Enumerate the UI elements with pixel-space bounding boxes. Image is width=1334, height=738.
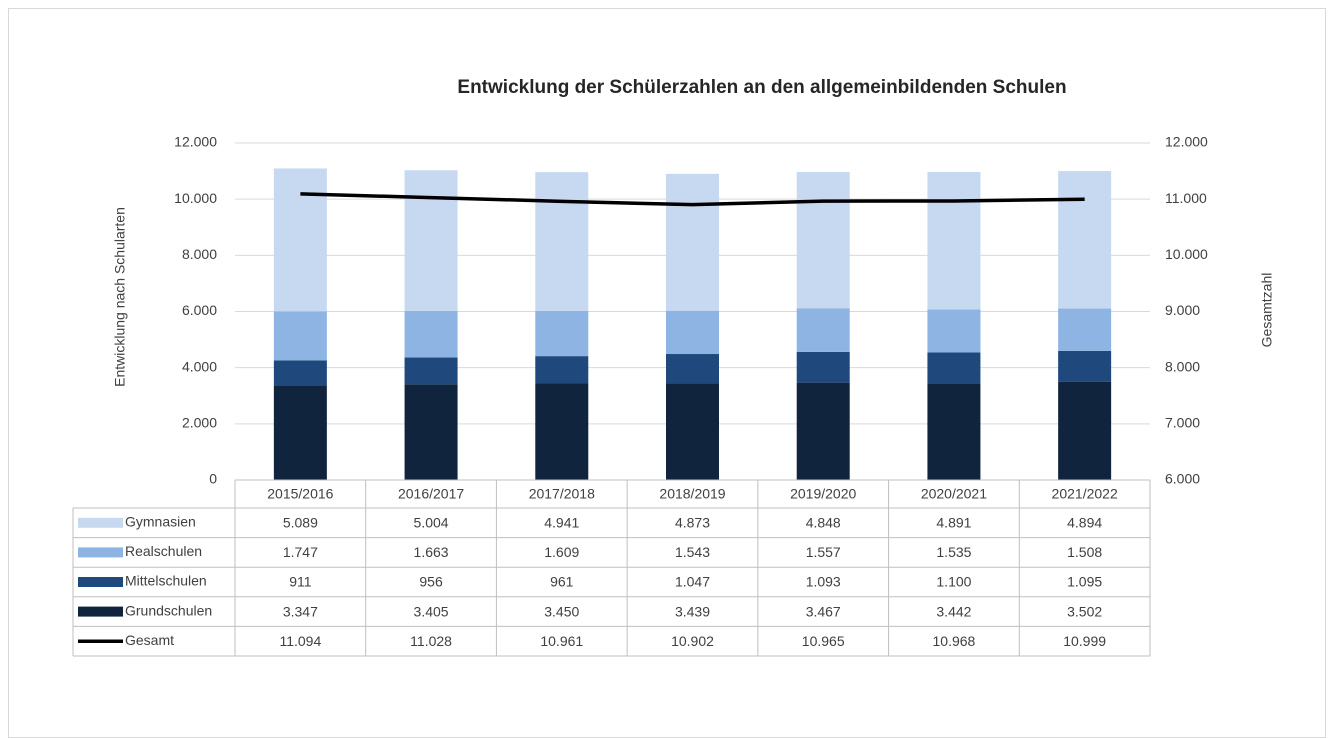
table-cell: 10.961	[540, 633, 583, 649]
legend-key	[78, 577, 123, 587]
table-cell: 10.902	[671, 633, 714, 649]
table-cell: 3.405	[414, 603, 449, 619]
bar-segment	[535, 310, 589, 357]
legend-label: Realschulen	[125, 543, 202, 559]
table-cell: 5.089	[283, 515, 318, 531]
table-cell: 4.894	[1067, 515, 1102, 531]
x-tick-label: 2021/2022	[1052, 486, 1118, 502]
y-tick-label: 12.000	[174, 134, 217, 150]
bar-segment	[927, 171, 981, 310]
table-cell: 1.543	[675, 544, 710, 560]
table-cell: 1.093	[806, 574, 841, 590]
x-tick-label: 2015/2016	[267, 486, 333, 502]
bar-segment	[927, 383, 981, 480]
y-tick-label: 4.000	[182, 358, 217, 374]
table-cell: 1.663	[414, 544, 449, 560]
y2-tick-label: 10.000	[1165, 246, 1208, 262]
bar-segment	[535, 356, 589, 384]
table-cell: 4.941	[544, 515, 579, 531]
bar-segment	[404, 170, 458, 311]
table-cell: 3.502	[1067, 603, 1102, 619]
bar-segment	[404, 357, 458, 385]
table-cell: 3.450	[544, 603, 579, 619]
bar-segment	[1058, 350, 1112, 382]
table-cell: 11.094	[279, 633, 321, 649]
y2-axis-label: Gesamtzahl	[1259, 273, 1275, 348]
legend-label: Gesamt	[125, 632, 174, 648]
x-tick-label: 2018/2019	[659, 486, 725, 502]
bar-segment	[666, 354, 719, 384]
table-cell: 10.999	[1063, 633, 1106, 649]
bar-segment	[927, 352, 981, 384]
table-cell: 1.047	[675, 574, 710, 590]
y2-tick-label: 8.000	[1165, 358, 1200, 374]
table-cell: 4.891	[936, 515, 971, 531]
table-cell: 1.100	[936, 574, 971, 590]
table-cell: 4.848	[806, 515, 841, 531]
bar-segment	[273, 311, 327, 361]
legend-key	[78, 547, 123, 558]
legend-label: Mittelschulen	[125, 573, 207, 589]
bar-segment	[273, 386, 327, 480]
table-cell: 3.439	[675, 603, 710, 619]
table-cell: 1.557	[806, 544, 841, 560]
legend-label: Gymnasien	[125, 514, 196, 530]
table-cell: 3.442	[936, 603, 971, 619]
table-cell: 4.873	[675, 515, 710, 531]
bar-segment	[796, 351, 850, 383]
bar-segment	[666, 310, 719, 355]
bar-segment	[404, 310, 458, 358]
table-cell: 1.095	[1067, 574, 1102, 590]
bar-segment	[796, 308, 850, 352]
bar-segment	[1058, 171, 1112, 309]
y-tick-label: 2.000	[182, 415, 217, 431]
bar-segment	[535, 383, 589, 480]
chart-title: Entwicklung der Schülerzahlen an den all…	[457, 77, 1066, 98]
y2-tick-label: 7.000	[1165, 415, 1200, 431]
y-axis-label: Entwicklung nach Schularten	[112, 207, 128, 387]
table-cell: 3.467	[806, 603, 841, 619]
table-cell: 11.028	[410, 633, 452, 649]
table-cell: 956	[419, 574, 443, 590]
table-cell: 10.965	[802, 633, 845, 649]
table-cell: 1.535	[936, 544, 971, 560]
y-tick-label: 8.000	[182, 246, 217, 262]
bar-segment	[535, 172, 589, 311]
y2-tick-label: 11.000	[1165, 190, 1207, 206]
bar-segment	[1058, 381, 1112, 480]
bar-segment	[273, 168, 327, 312]
table-cell: 961	[550, 574, 574, 590]
bar-segment	[273, 360, 327, 387]
y2-tick-label: 9.000	[1165, 302, 1200, 318]
x-tick-label: 2019/2020	[790, 486, 856, 502]
y-tick-label: 6.000	[182, 302, 217, 318]
legend-key	[78, 517, 123, 528]
bar-segment	[404, 384, 458, 480]
y2-tick-label: 12.000	[1165, 134, 1208, 150]
total-line	[300, 192, 1085, 207]
y-tick-label: 10.000	[174, 190, 217, 206]
bar-segment	[666, 173, 719, 311]
bar-segment	[796, 172, 850, 309]
bar-segment	[927, 309, 981, 353]
legend-key	[78, 606, 123, 617]
x-tick-label: 2017/2018	[529, 486, 595, 502]
x-tick-label: 2020/2021	[921, 486, 987, 502]
table-cell: 10.968	[933, 633, 976, 649]
bar-segment	[1058, 308, 1112, 351]
table-cell: 1.609	[544, 544, 579, 560]
legend-label: Grundschulen	[125, 602, 212, 618]
table-cell: 911	[289, 574, 312, 590]
bar-segment	[796, 382, 850, 480]
table-cell: 1.508	[1067, 544, 1102, 560]
y-tick-label: 0	[209, 471, 217, 487]
x-tick-label: 2016/2017	[398, 486, 464, 502]
table-cell: 5.004	[414, 515, 449, 531]
y2-tick-label: 6.000	[1165, 471, 1200, 487]
table-cell: 1.747	[283, 544, 318, 560]
table-cell: 3.347	[283, 603, 318, 619]
bar-segment	[666, 383, 719, 480]
